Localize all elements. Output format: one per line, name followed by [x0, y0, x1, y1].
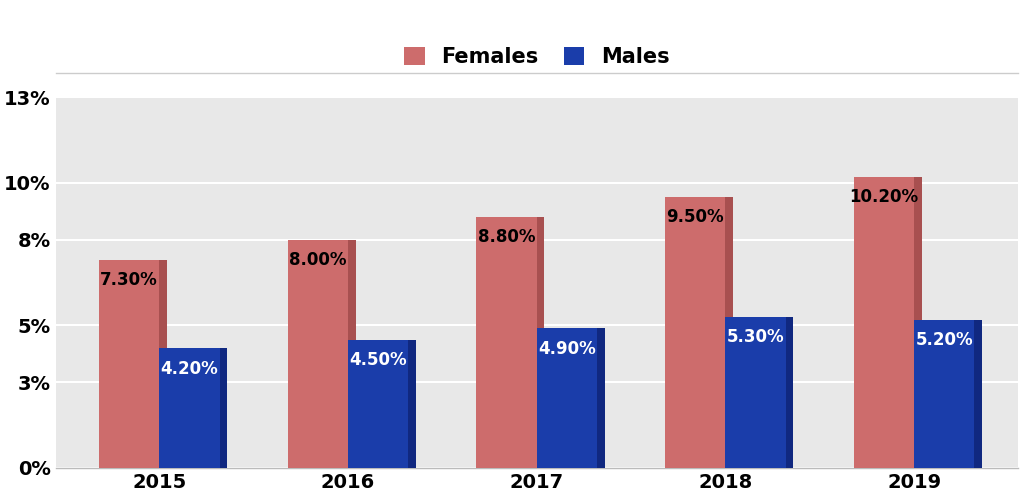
Text: 5.20%: 5.20% — [916, 331, 973, 349]
Text: 4.90%: 4.90% — [538, 340, 596, 358]
Bar — [914, 177, 922, 468]
Bar — [349, 240, 356, 468]
Text: 4.50%: 4.50% — [350, 351, 407, 369]
Bar — [159, 348, 220, 468]
Legend: Females, Males: Females, Males — [398, 41, 676, 73]
Text: 8.80%: 8.80% — [478, 228, 536, 247]
Text: 8.00%: 8.00% — [289, 251, 346, 269]
Bar — [726, 317, 786, 468]
Bar — [537, 328, 597, 468]
Text: 10.20%: 10.20% — [849, 188, 919, 206]
Bar — [597, 328, 605, 468]
Bar — [220, 348, 227, 468]
Bar — [786, 317, 793, 468]
Bar — [99, 260, 159, 468]
Bar — [914, 319, 974, 468]
Bar — [537, 217, 545, 468]
Bar — [974, 319, 982, 468]
Bar — [288, 240, 349, 468]
Bar — [726, 197, 733, 468]
Bar — [476, 217, 537, 468]
Bar — [409, 340, 416, 468]
Text: 5.30%: 5.30% — [727, 328, 785, 346]
Bar — [853, 177, 914, 468]
Bar — [159, 260, 167, 468]
Text: 9.50%: 9.50% — [666, 208, 724, 227]
Text: 7.30%: 7.30% — [100, 271, 158, 289]
Bar — [665, 197, 726, 468]
Text: 4.20%: 4.20% — [160, 360, 219, 377]
Bar — [349, 340, 409, 468]
